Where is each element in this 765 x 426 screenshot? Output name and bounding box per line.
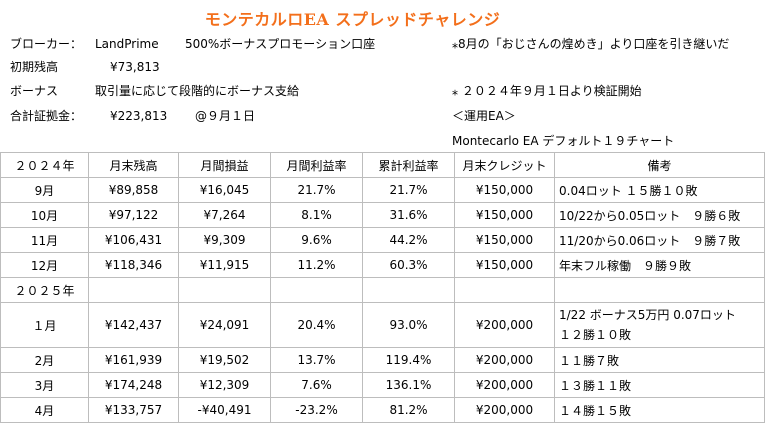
- results-table: ２０２４年 月末残高 月間損益 月間利益率 累計利益率 月末クレジット 備考 9…: [0, 152, 765, 423]
- page-title: モンテカルロEA スプレッドチャレンジ: [204, 10, 501, 29]
- balance-cell: ¥97,122: [88, 202, 179, 228]
- bonus-label: ボーナス: [10, 84, 59, 98]
- table-header-row: ２０２４年 月末残高 月間損益 月間利益率 累計利益率 月末クレジット 備考: [0, 152, 765, 178]
- remarks-line-2: １２勝１０敗: [559, 328, 632, 342]
- credit-cell: ¥150,000: [454, 252, 555, 278]
- month-cell: 2月: [0, 347, 89, 373]
- empty-cell: [362, 277, 455, 303]
- balance-cell: ¥133,757: [88, 397, 179, 423]
- balance-cell: ¥142,437: [88, 302, 179, 348]
- ea-name: Montecarlo EA デフォルト１９チャート: [452, 134, 675, 148]
- month-cell: 10月: [0, 202, 89, 228]
- header-monthly-pl: 月間損益: [178, 152, 271, 178]
- month-cell: 3月: [0, 372, 89, 398]
- header-month-end-credit: 月末クレジット: [454, 152, 555, 178]
- credit-cell: ¥150,000: [454, 202, 555, 228]
- broker-name: LandPrime: [95, 37, 159, 51]
- cumulative-cell: 21.7%: [362, 177, 455, 203]
- bonus-text: 取引量に応じて段階的にボーナス支給: [95, 84, 300, 98]
- total-margin-date: @９月１日: [195, 109, 256, 123]
- remarks-cell: 11/20から0.06ロット ９勝７敗: [554, 227, 765, 253]
- total-margin-label: 合計証拠金：: [10, 109, 83, 123]
- broker-label: ブローカー：: [10, 37, 83, 51]
- remarks-cell: １１勝７敗: [554, 347, 765, 373]
- credit-cell: ¥200,000: [454, 397, 555, 423]
- table-row: １月 ¥142,437 ¥24,091 20.4% 93.0% ¥200,000…: [0, 302, 765, 348]
- balance-cell: ¥89,858: [88, 177, 179, 203]
- broker-account: 500%ボーナスプロモーション口座: [185, 37, 376, 51]
- pl-cell: ¥24,091: [178, 302, 271, 348]
- balance-cell: ¥174,248: [88, 372, 179, 398]
- note-takeover: ⁎8月の「おじさんの煌めき」より口座を引き継いだ: [452, 37, 730, 51]
- pl-cell: ¥7,264: [178, 202, 271, 228]
- empty-cell: [270, 277, 363, 303]
- month-cell: 9月: [0, 177, 89, 203]
- empty-cell: [454, 277, 555, 303]
- rate-cell: 13.7%: [270, 347, 363, 373]
- credit-cell: ¥150,000: [454, 177, 555, 203]
- rate-cell: 21.7%: [270, 177, 363, 203]
- rate-cell: 9.6%: [270, 227, 363, 253]
- remarks-cell: 年末フル稼働 ９勝９敗: [554, 252, 765, 278]
- pl-cell: ¥12,309: [178, 372, 271, 398]
- remarks-line-1: 1/22 ボーナス5万円 0.07ロット: [559, 308, 736, 322]
- pl-cell: ¥16,045: [178, 177, 271, 203]
- cumulative-cell: 136.1%: [362, 372, 455, 398]
- table-row: 3月 ¥174,248 ¥12,309 7.6% 136.1% ¥200,000…: [0, 372, 765, 398]
- header-month-end-balance: 月末残高: [88, 152, 179, 178]
- cumulative-cell: 81.2%: [362, 397, 455, 423]
- cumulative-cell: 93.0%: [362, 302, 455, 348]
- month-cell: １月: [0, 302, 89, 348]
- pl-cell: ¥11,915: [178, 252, 271, 278]
- remarks-cell: １４勝１５敗: [554, 397, 765, 423]
- credit-cell: ¥150,000: [454, 227, 555, 253]
- header-cumulative-rate: 累計利益率: [362, 152, 455, 178]
- cumulative-cell: 60.3%: [362, 252, 455, 278]
- year-row-2025: ２０２５年: [0, 277, 765, 303]
- header-monthly-rate: 月間利益率: [270, 152, 363, 178]
- credit-cell: ¥200,000: [454, 302, 555, 348]
- header-year-2024: ２０２４年: [0, 152, 89, 178]
- cumulative-cell: 31.6%: [362, 202, 455, 228]
- rate-cell: 8.1%: [270, 202, 363, 228]
- credit-cell: ¥200,000: [454, 347, 555, 373]
- remarks-cell: 0.04ロット １５勝１０敗: [554, 177, 765, 203]
- pl-cell: -¥40,491: [178, 397, 271, 423]
- header-remarks: 備考: [554, 152, 765, 178]
- rate-cell: 20.4%: [270, 302, 363, 348]
- month-cell: 11月: [0, 227, 89, 253]
- year-2025-cell: ２０２５年: [0, 277, 89, 303]
- month-cell: 4月: [0, 397, 89, 423]
- month-cell: 12月: [0, 252, 89, 278]
- balance-cell: ¥161,939: [88, 347, 179, 373]
- table-row: 4月 ¥133,757 -¥40,491 -23.2% 81.2% ¥200,0…: [0, 397, 765, 423]
- balance-cell: ¥118,346: [88, 252, 179, 278]
- balance-cell: ¥106,431: [88, 227, 179, 253]
- empty-cell: [178, 277, 271, 303]
- rate-cell: -23.2%: [270, 397, 363, 423]
- pl-cell: ¥19,502: [178, 347, 271, 373]
- table-row: 10月 ¥97,122 ¥7,264 8.1% 31.6% ¥150,000 1…: [0, 202, 765, 228]
- note-start-date: ⁎ ２０２４年９月１日より検証開始: [452, 84, 642, 98]
- table-row: 12月 ¥118,346 ¥11,915 11.2% 60.3% ¥150,00…: [0, 252, 765, 278]
- pl-cell: ¥9,309: [178, 227, 271, 253]
- cumulative-cell: 44.2%: [362, 227, 455, 253]
- empty-cell: [554, 277, 765, 303]
- table-row: 2月 ¥161,939 ¥19,502 13.7% 119.4% ¥200,00…: [0, 347, 765, 373]
- table-row: 11月 ¥106,431 ¥9,309 9.6% 44.2% ¥150,000 …: [0, 227, 765, 253]
- rate-cell: 11.2%: [270, 252, 363, 278]
- remarks-cell: １３勝１１敗: [554, 372, 765, 398]
- remarks-cell: 1/22 ボーナス5万円 0.07ロット １２勝１０敗: [554, 302, 765, 348]
- total-margin-value: ¥223,813: [110, 109, 168, 123]
- initial-balance-value: ¥73,813: [110, 60, 160, 74]
- initial-balance-label: 初期残高: [10, 60, 59, 74]
- credit-cell: ¥200,000: [454, 372, 555, 398]
- ea-label: ＜運用EA＞: [452, 109, 516, 123]
- table-row: 9月 ¥89,858 ¥16,045 21.7% 21.7% ¥150,000 …: [0, 177, 765, 203]
- cumulative-cell: 119.4%: [362, 347, 455, 373]
- remarks-cell: 10/22から0.05ロット ９勝６敗: [554, 202, 765, 228]
- empty-cell: [88, 277, 179, 303]
- rate-cell: 7.6%: [270, 372, 363, 398]
